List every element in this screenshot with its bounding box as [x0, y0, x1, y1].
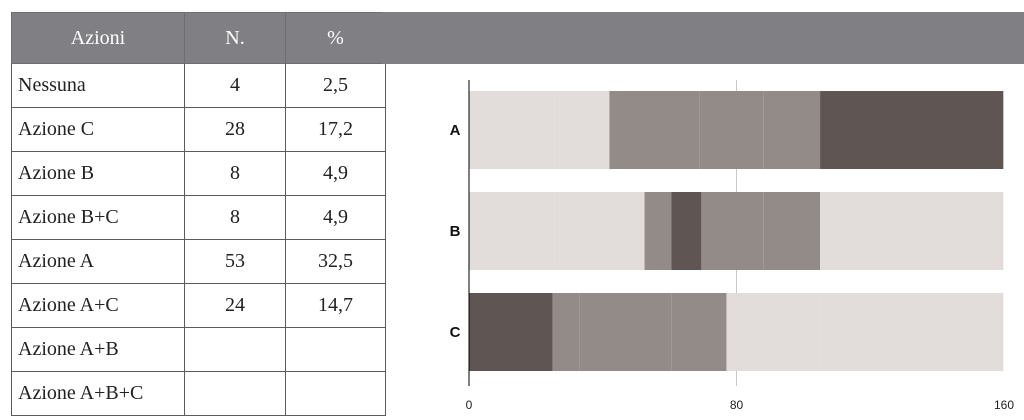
- bar-segment-a: [554, 91, 610, 169]
- table-row: Azione B+C 8 4,9: [11, 195, 386, 240]
- bar-segment-b: [763, 192, 821, 270]
- bar-segment-a: [699, 91, 764, 169]
- bar-segment-a: [820, 91, 1004, 169]
- row-percent: 17,2: [285, 107, 386, 152]
- row-percent: [285, 327, 386, 372]
- bar-segment-b: [820, 192, 1004, 270]
- header-azioni: Azioni: [11, 12, 185, 64]
- row-percent: [285, 371, 386, 416]
- row-label: Azione B: [11, 151, 185, 196]
- row-count: [184, 327, 286, 372]
- bar-segment-a: [763, 91, 821, 169]
- bar-segment-c: [552, 293, 580, 371]
- table-row: Azione A+C 24 14,7: [11, 283, 386, 328]
- row-label: Azione C: [11, 107, 185, 152]
- row-count: 53: [184, 239, 286, 284]
- row-count: 4: [184, 63, 286, 108]
- row-label: Azione A: [11, 239, 185, 284]
- bar-segment-a: [469, 91, 555, 169]
- category-label: C: [450, 324, 461, 341]
- bar-segment-c: [469, 293, 553, 371]
- table-row: Azione A 53 32,5: [11, 239, 386, 284]
- tick-label: 160: [994, 398, 1014, 412]
- table-row: Nessuna 4 2,5: [11, 63, 386, 108]
- row-count: 8: [184, 195, 286, 240]
- row-label: Azione A+B: [11, 327, 185, 372]
- table-header-row: Azioni N. %: [11, 12, 386, 64]
- bar-segment-b: [469, 192, 555, 270]
- actions-table: Azioni N. % Nessuna 4 2,5 Azione C 28 17…: [11, 12, 386, 416]
- table-row: Azione C 28 17,2: [11, 107, 386, 152]
- bar-segment-c: [820, 293, 1004, 371]
- row-count: 8: [184, 151, 286, 196]
- row-percent: 32,5: [285, 239, 386, 284]
- bar-segment-c: [726, 293, 821, 371]
- bar-segment-c: [579, 293, 672, 371]
- bar-segment-b: [554, 192, 645, 270]
- table-row: Azione B 8 4,9: [11, 151, 386, 196]
- tick-label: 0: [466, 398, 473, 412]
- row-percent: 14,7: [285, 283, 386, 328]
- header-percent: %: [285, 12, 386, 64]
- bar-segment-a: [609, 91, 700, 169]
- header-band: [382, 12, 1024, 64]
- row-label: Azione B+C: [11, 195, 185, 240]
- row-percent: 2,5: [285, 63, 386, 108]
- header-n: N.: [184, 12, 286, 64]
- row-count: 28: [184, 107, 286, 152]
- bar-segment-b: [644, 192, 672, 270]
- row-percent: 4,9: [285, 195, 386, 240]
- row-label: Nessuna: [11, 63, 185, 108]
- row-count: [184, 371, 286, 416]
- category-label: A: [450, 122, 461, 139]
- table-row: Azione A+B+C: [11, 371, 386, 416]
- bar-segment-c: [671, 293, 727, 371]
- bar-segment-b: [671, 192, 702, 270]
- row-label: Azione A+B+C: [11, 371, 185, 416]
- row-percent: 4,9: [285, 151, 386, 196]
- stacked-bar-chart: A B C 0 80 160: [450, 80, 1014, 412]
- row-label: Azione A+C: [11, 283, 185, 328]
- table-row: Azione A+B: [11, 327, 386, 372]
- category-label: B: [450, 223, 461, 240]
- bar-segment-b: [701, 192, 764, 270]
- tick-label: 80: [730, 398, 744, 412]
- row-count: 24: [184, 283, 286, 328]
